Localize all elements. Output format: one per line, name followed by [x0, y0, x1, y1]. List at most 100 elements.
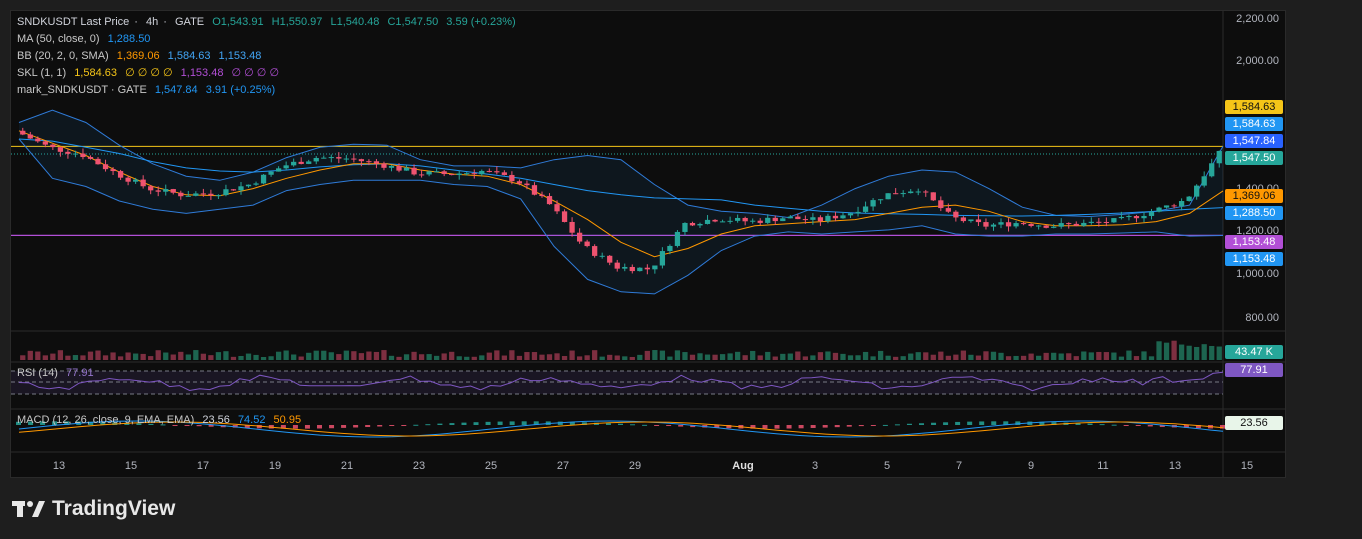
volume-bar	[802, 356, 808, 360]
volume-bar	[682, 352, 688, 360]
candle-body	[133, 179, 139, 182]
volume-bar	[133, 353, 139, 360]
volume-bar	[1103, 352, 1109, 360]
volume-bar	[607, 354, 613, 360]
candle-body	[667, 245, 673, 252]
legend-mark[interactable]: mark_SNDKUSDT · GATE 1,547.84 3.91 (+0.2…	[17, 83, 280, 97]
candle-body	[1171, 205, 1177, 207]
macd-hist-bar	[533, 421, 539, 425]
volume-bar	[1194, 346, 1200, 360]
ma-label: MA (50, close, 0)	[17, 33, 100, 45]
candle-body	[712, 219, 718, 222]
volume-bar	[193, 350, 199, 360]
candle-body	[772, 217, 778, 222]
volume-bar	[990, 351, 997, 360]
macd-hist-bar	[870, 425, 876, 426]
candle-body	[501, 172, 507, 175]
candle-body	[727, 220, 733, 222]
candle-body	[1066, 223, 1072, 225]
macd-hist-bar	[906, 423, 912, 425]
rsi-label: RSI (14)	[17, 367, 58, 379]
candle-body	[877, 199, 884, 201]
macd-hist-bar	[581, 422, 587, 425]
volume-bar	[832, 352, 839, 360]
macd-hist-bar	[967, 421, 973, 425]
macd-hist-bar	[605, 423, 611, 425]
volume-bar	[1118, 356, 1125, 360]
x-tick-label: 3	[812, 460, 818, 472]
volume-bar	[780, 353, 786, 360]
candle-body	[27, 134, 33, 139]
macd-line: 74.52	[237, 414, 266, 426]
candle-body	[479, 170, 485, 175]
volume-bar	[110, 352, 116, 360]
macd-hist-bar	[365, 425, 371, 428]
bb-upper: 1,584.63	[167, 50, 211, 62]
volume-bar	[885, 355, 891, 360]
mark-price: 1,547.84	[154, 84, 198, 96]
candle-body	[95, 158, 101, 165]
candle-body	[396, 165, 402, 171]
macd-hist-bar	[943, 422, 949, 425]
legend-rsi[interactable]: RSI (14) 77.91	[17, 366, 99, 380]
volume-bar	[72, 355, 79, 360]
macd-hist-bar	[1111, 424, 1117, 426]
candle-body	[629, 266, 635, 272]
volume-bar	[449, 351, 455, 360]
macd-hist-bar	[377, 425, 383, 427]
candle-body	[87, 157, 94, 159]
legend-close: C1,547.50	[387, 16, 439, 28]
legend-skl[interactable]: SKL (1, 1) 1,584.63 ∅ ∅ ∅ ∅ 1,153.48 ∅ ∅…	[17, 66, 284, 80]
volume-bar	[140, 353, 146, 360]
candle-body	[802, 219, 808, 221]
volume-bar	[584, 355, 590, 360]
volume-bar	[975, 355, 982, 360]
volume-bar	[373, 351, 380, 360]
chart-frame[interactable]: 2,200.002,000.001,400.001,200.001,000.00…	[10, 10, 1286, 478]
volume-bar	[622, 356, 628, 360]
tradingview-brand[interactable]: TradingView	[12, 497, 175, 521]
candle-body	[546, 196, 553, 205]
x-tick-label: 13	[53, 460, 65, 472]
volume-bar	[471, 356, 477, 360]
y-tick-label: 1,000.00	[1236, 268, 1279, 280]
candle-body	[441, 171, 447, 175]
candle-body	[313, 157, 319, 162]
candle-body	[930, 192, 936, 201]
macd-hist-bar	[100, 421, 106, 425]
candle-body	[102, 164, 109, 170]
candle-body	[938, 200, 944, 209]
candle-body	[223, 189, 229, 196]
macd-hist-bar	[473, 422, 479, 425]
candle-body	[975, 219, 982, 223]
candle-body	[915, 191, 921, 193]
chart-canvas[interactable]: 2,200.002,000.001,400.001,200.001,000.00…	[11, 11, 1286, 478]
legend-macd[interactable]: MACD (12, 26, close, 9, EMA, EMA) 23.56 …	[17, 413, 306, 427]
candle-body	[1051, 226, 1057, 228]
volume-bar	[750, 350, 756, 360]
volume-bar	[637, 354, 643, 360]
macd-hist-bar	[353, 425, 359, 428]
volume-bar	[381, 350, 387, 360]
candle-body	[268, 171, 274, 175]
volume-bar	[509, 350, 515, 360]
macd-hist-bar	[52, 421, 58, 425]
legend-bb[interactable]: BB (20, 2, 0, SMA) 1,369.06 1,584.63 1,1…	[17, 49, 266, 63]
volume-bar	[426, 354, 432, 360]
candle-body	[682, 222, 688, 232]
tradingview-logo-icon	[12, 499, 46, 519]
legend-exchange: GATE	[175, 16, 205, 28]
volume-bar	[930, 354, 936, 360]
legend-ma[interactable]: MA (50, close, 0) 1,288.50	[17, 32, 155, 46]
candle-body	[990, 224, 997, 227]
volume-bar	[1043, 352, 1049, 360]
candle-body	[418, 174, 425, 176]
candle-body	[674, 231, 681, 246]
volume-bar	[351, 351, 357, 360]
tag-skl-upper: 1,584.63	[1225, 100, 1283, 114]
volume-bar	[847, 355, 854, 360]
volume-bar	[283, 350, 289, 360]
tag-mark: 1,547.84	[1225, 134, 1283, 148]
x-tick-label: Aug	[732, 460, 753, 472]
volume-bar	[712, 354, 718, 360]
